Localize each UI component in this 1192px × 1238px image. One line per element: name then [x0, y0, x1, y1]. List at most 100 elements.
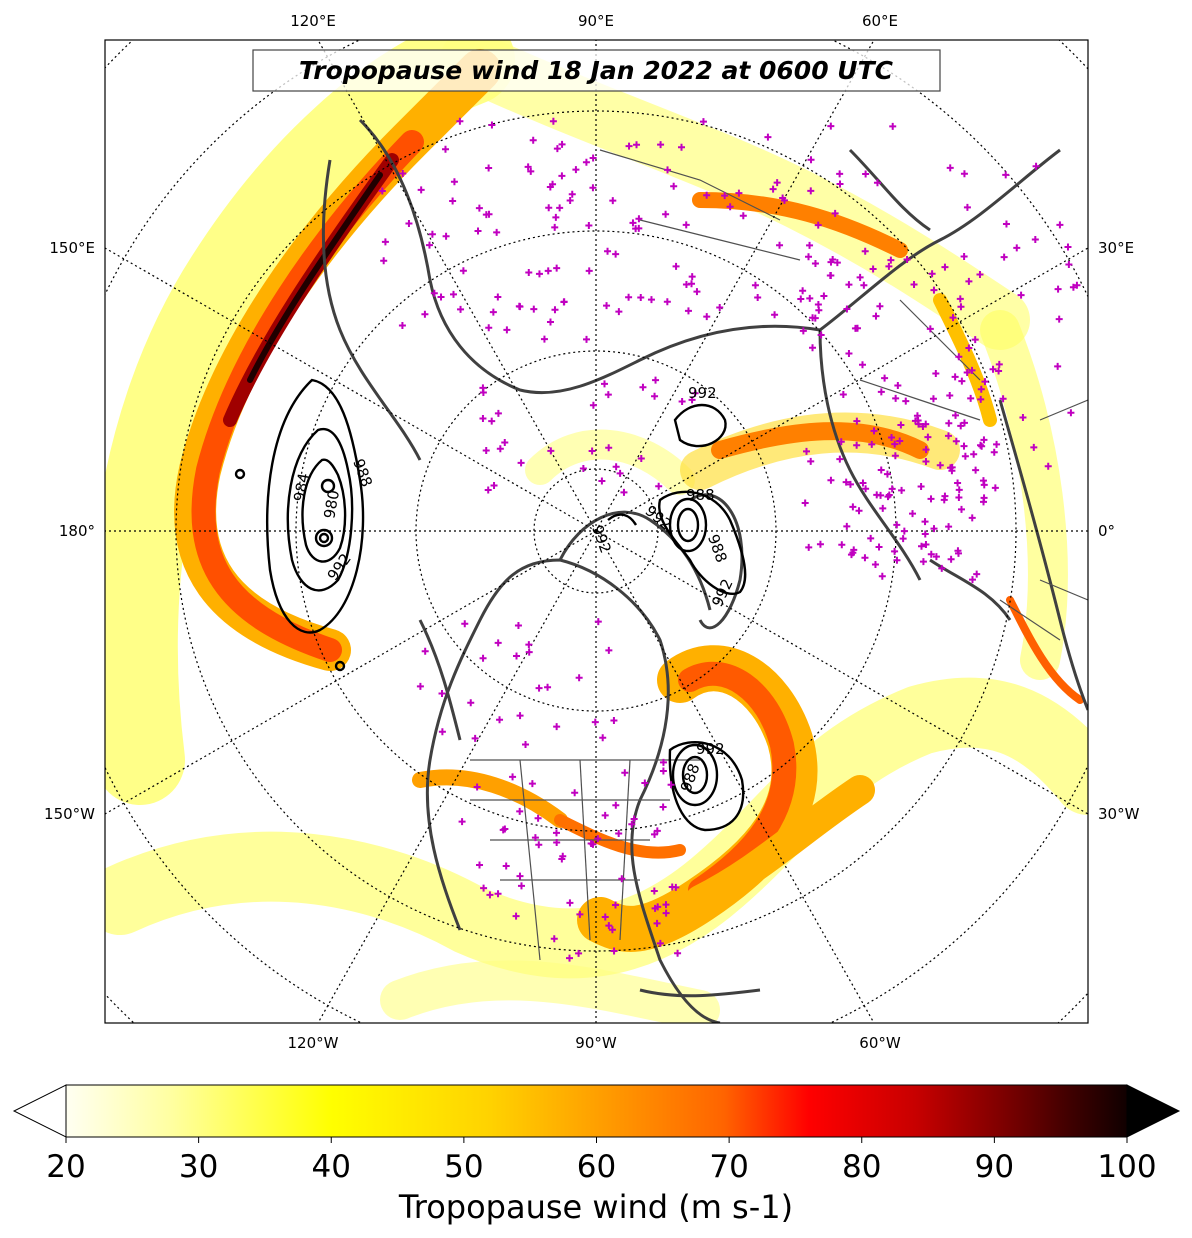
- station-marker: [659, 767, 667, 775]
- station-marker: [827, 476, 835, 484]
- station-marker: [650, 887, 658, 895]
- station-marker: [566, 197, 574, 205]
- station-marker: [670, 182, 678, 190]
- station-marker: [999, 395, 1007, 403]
- station-marker: [879, 504, 887, 512]
- station-marker: [1013, 244, 1021, 252]
- station-marker: [479, 654, 487, 662]
- station-marker: [849, 503, 857, 511]
- station-marker: [896, 437, 904, 445]
- station-marker: [981, 378, 989, 386]
- station-marker: [516, 712, 524, 720]
- lon-label-top: 60°E: [862, 12, 898, 30]
- station-marker: [527, 167, 535, 175]
- station-marker: [817, 331, 825, 339]
- station-marker: [553, 145, 561, 153]
- station-marker: [978, 442, 986, 450]
- station-marker: [1002, 220, 1010, 228]
- station-marker: [517, 459, 525, 467]
- station-marker: [877, 466, 885, 474]
- station-marker: [625, 293, 633, 301]
- station-marker: [801, 499, 809, 507]
- station-marker: [456, 117, 464, 125]
- station-marker: [889, 122, 897, 130]
- station-marker: [836, 180, 844, 188]
- station-marker: [589, 154, 597, 162]
- colorbar-tick-label: 20: [46, 1149, 85, 1185]
- station-marker: [473, 783, 481, 791]
- station-marker: [903, 256, 911, 264]
- station-marker: [888, 433, 896, 441]
- station-marker: [583, 335, 591, 343]
- station-marker: [902, 397, 910, 405]
- station-marker: [932, 553, 940, 561]
- station-marker: [514, 622, 522, 630]
- colorbar-body: [65, 1084, 1128, 1138]
- station-marker: [922, 458, 930, 466]
- station-marker: [827, 122, 835, 130]
- station-marker: [927, 550, 935, 558]
- station-marker: [535, 841, 543, 849]
- station-marker: [892, 394, 900, 402]
- station-marker: [976, 271, 984, 279]
- station-marker: [726, 203, 734, 211]
- station-marker: [839, 390, 847, 398]
- station-marker: [845, 281, 853, 289]
- station-marker: [430, 289, 438, 297]
- station-marker: [1032, 162, 1040, 170]
- station-marker: [639, 383, 647, 391]
- station-marker: [809, 344, 817, 352]
- map-frame: [104, 39, 1089, 1024]
- station-marker: [605, 646, 613, 654]
- station-marker: [716, 303, 724, 311]
- station-marker: [438, 728, 446, 736]
- station-marker: [558, 855, 566, 863]
- station-marker: [862, 170, 870, 178]
- station-marker: [885, 262, 893, 270]
- station-marker: [993, 440, 1001, 448]
- station-marker: [1031, 236, 1039, 244]
- station-marker: [524, 163, 532, 171]
- station-marker: [957, 303, 965, 311]
- station-marker: [878, 572, 886, 580]
- station-marker: [1065, 260, 1073, 268]
- station-marker: [1054, 285, 1062, 293]
- station-marker: [971, 336, 979, 344]
- colorbar-tick-label: 100: [1097, 1149, 1156, 1185]
- station-marker: [633, 141, 641, 149]
- station-marker: [860, 281, 868, 289]
- station-marker: [764, 133, 772, 141]
- station-marker: [474, 227, 482, 235]
- station-marker: [955, 493, 963, 501]
- station-marker: [1019, 413, 1027, 421]
- station-marker: [594, 618, 602, 626]
- station-marker: [551, 306, 559, 314]
- wind-shading: [105, 40, 1088, 1023]
- station-marker: [1055, 315, 1063, 323]
- station-marker: [459, 267, 467, 275]
- station-marker: [589, 401, 597, 409]
- station-marker: [924, 433, 932, 441]
- station-marker: [582, 158, 590, 166]
- station-marker: [853, 417, 861, 425]
- station-marker: [501, 825, 509, 833]
- station-marker: [637, 293, 645, 301]
- colorbar-tick-label: 50: [444, 1149, 483, 1185]
- map-panel: [105, 40, 1088, 1023]
- station-marker: [611, 901, 619, 909]
- station-marker: [888, 485, 896, 493]
- station-marker: [449, 290, 457, 298]
- lon-label-right: 0°: [1098, 522, 1115, 540]
- station-marker: [851, 324, 859, 332]
- station-marker: [579, 464, 587, 472]
- station-marker: [601, 380, 609, 388]
- coastlines: [321, 118, 1088, 1023]
- station-marker: [609, 197, 617, 205]
- colorbar-tick-label: 70: [709, 1149, 748, 1185]
- station-marker: [605, 444, 613, 452]
- station-marker: [558, 172, 566, 180]
- station-marker: [806, 241, 814, 249]
- station-marker: [894, 381, 902, 389]
- station-marker: [552, 213, 560, 221]
